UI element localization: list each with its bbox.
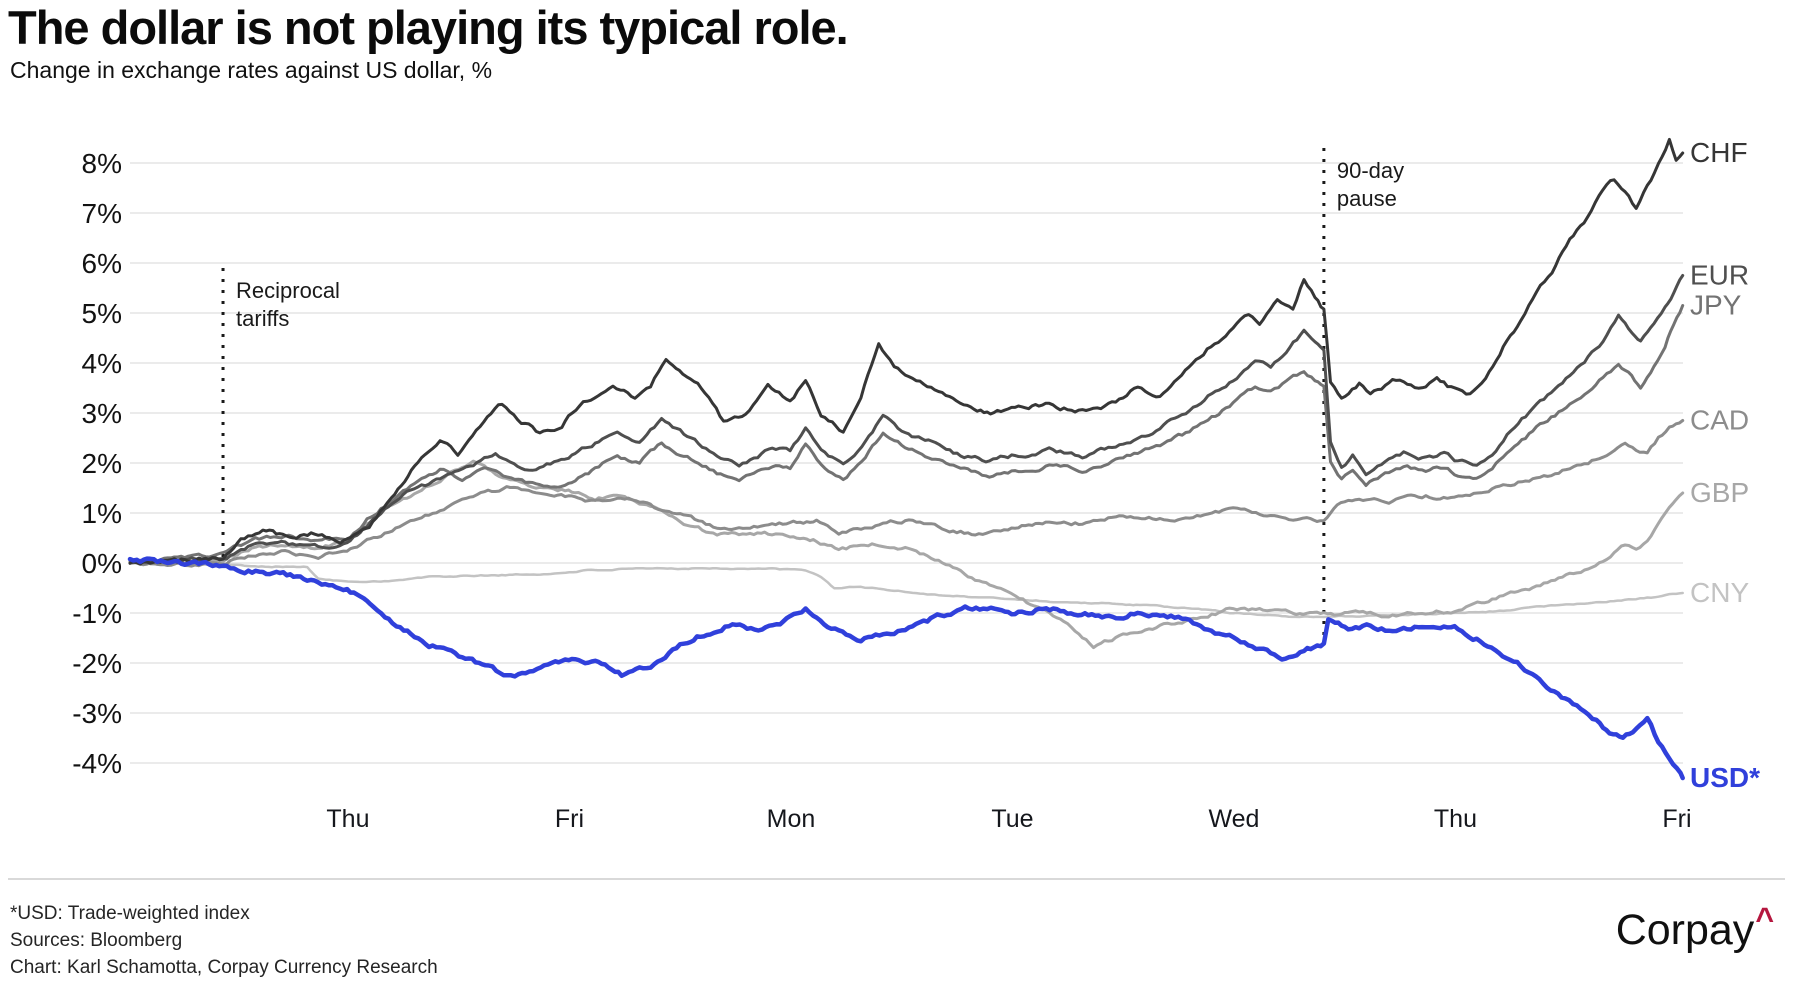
y-tick-label: 3% — [82, 398, 122, 429]
annotation-text-90-day-pause: pause — [1337, 186, 1397, 211]
y-tick-label: 8% — [82, 148, 122, 179]
y-tick-label: 6% — [82, 248, 122, 279]
series-end-label-usd: USD* — [1690, 762, 1760, 793]
series-line-gbp — [128, 459, 1685, 650]
series-line-eur — [128, 274, 1685, 565]
corpay-logo-text: Corpay — [1615, 906, 1755, 954]
series-end-label-cny: CNY — [1690, 577, 1749, 608]
x-tick-label-tue: Tue — [991, 805, 1033, 833]
annotation-text-90-day-pause: 90-day — [1337, 158, 1404, 183]
footnote-usd: *USD: Trade-weighted index — [10, 903, 250, 924]
y-tick-label: -1% — [72, 598, 122, 629]
annotation-text-reciprocal-tariffs: tariffs — [236, 306, 289, 331]
x-tick-label-thu: Thu — [1434, 805, 1477, 833]
corpay-logo-caret: ^ — [1755, 901, 1774, 937]
annotation-text-reciprocal-tariffs: Reciprocal — [236, 278, 340, 303]
footer-divider — [8, 878, 1785, 880]
footnote-sources: Sources: Bloomberg — [10, 930, 183, 951]
y-tick-label: -2% — [72, 648, 122, 679]
x-tick-label-thu: Thu — [326, 805, 369, 833]
series-line-cny — [128, 561, 1684, 619]
x-tick-label-fri: Fri — [555, 805, 584, 833]
y-tick-label: 5% — [82, 298, 122, 329]
y-tick-label: 4% — [82, 348, 122, 379]
x-tick-label-mon: Mon — [767, 805, 816, 833]
series-end-label-eur: EUR — [1690, 260, 1749, 291]
series-end-label-cad: CAD — [1690, 405, 1749, 436]
y-tick-label: 1% — [82, 498, 122, 529]
series-end-label-gbp: GBP — [1690, 477, 1749, 508]
series-line-usd — [127, 556, 1685, 781]
series-line-chf — [128, 137, 1685, 566]
y-tick-label: 7% — [82, 198, 122, 229]
series-end-label-jpy: JPY — [1690, 290, 1742, 321]
page-title: The dollar is not playing its typical ro… — [8, 1, 849, 54]
series-end-label-chf: CHF — [1690, 137, 1748, 168]
footer-notes: *USD: Trade-weighted index Sources: Bloo… — [10, 900, 438, 981]
x-tick-label-wed: Wed — [1208, 805, 1259, 833]
page-subtitle: Change in exchange rates against US doll… — [10, 57, 493, 83]
series-line-cad — [128, 419, 1685, 568]
corpay-logo: Corpay^ — [1615, 901, 1774, 955]
y-tick-label: 2% — [82, 448, 122, 479]
y-tick-label: -3% — [72, 698, 122, 729]
y-tick-label: -4% — [72, 748, 122, 779]
footnote-credit: Chart: Karl Schamotta, Corpay Currency R… — [10, 957, 438, 978]
y-tick-label: 0% — [82, 548, 122, 579]
x-tick-label-fri: Fri — [1662, 805, 1691, 833]
